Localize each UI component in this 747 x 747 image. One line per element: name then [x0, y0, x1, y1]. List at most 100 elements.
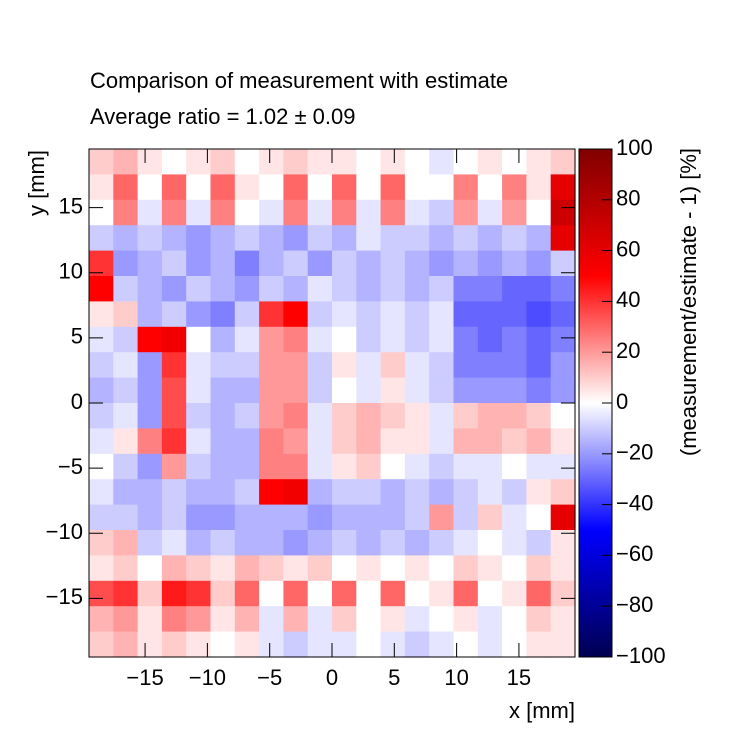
heatmap-cell	[356, 428, 382, 455]
heatmap-cell	[283, 174, 309, 201]
heatmap-cell	[332, 403, 357, 429]
heatmap-cell	[526, 149, 552, 175]
heatmap-cell	[186, 606, 212, 633]
heatmap-cell	[283, 199, 309, 226]
heatmap-cell	[307, 250, 333, 277]
heatmap-cell	[429, 428, 455, 455]
heatmap-cell	[186, 174, 212, 201]
heatmap-cell	[453, 276, 479, 302]
heatmap-cell	[161, 479, 187, 506]
heatmap-cell	[356, 555, 382, 582]
heatmap-cell	[404, 276, 430, 302]
heatmap-cell	[404, 453, 430, 480]
heatmap-cell	[210, 149, 236, 175]
heatmap-cell	[89, 606, 114, 633]
x-tick-label: −5	[257, 665, 282, 690]
heatmap-cell	[429, 199, 455, 226]
heatmap-cell	[453, 377, 479, 404]
heatmap-cell	[453, 225, 479, 252]
heatmap-cell	[380, 479, 406, 506]
heatmap-cell	[89, 504, 114, 531]
heatmap-cell	[234, 403, 260, 429]
heatmap-cell	[550, 479, 576, 506]
heatmap-cell	[477, 174, 503, 201]
heatmap-cell	[550, 428, 576, 455]
heatmap-cell	[283, 276, 309, 302]
heatmap-cell	[137, 301, 163, 328]
heatmap-cell	[234, 580, 260, 607]
heatmap-cell	[477, 453, 503, 480]
heatmap-cell	[380, 403, 406, 429]
heatmap-cell	[550, 504, 576, 531]
heatmap-cell	[404, 174, 430, 201]
heatmap-cell	[307, 453, 333, 480]
heatmap-cell	[113, 631, 139, 658]
heatmap-cell	[137, 428, 163, 455]
heatmap-cell	[453, 453, 479, 480]
heatmap-cell	[259, 428, 284, 455]
heatmap-cell	[356, 580, 382, 607]
heatmap-cell	[259, 403, 284, 429]
heatmap-cell	[210, 555, 236, 582]
heatmap-cell	[307, 428, 333, 455]
heatmap-cell	[526, 250, 552, 277]
heatmap-cell	[186, 377, 212, 404]
heatmap-cell	[550, 149, 576, 175]
heatmap-cell	[502, 606, 527, 633]
heatmap-cell	[234, 504, 260, 531]
heatmap-cell	[550, 276, 576, 302]
heatmap-cell	[234, 352, 260, 379]
heatmap-cell	[332, 631, 357, 658]
heatmap-cell	[89, 428, 114, 455]
heatmap-cell	[332, 174, 357, 201]
heatmap-cell	[113, 580, 139, 607]
heatmap-cell	[526, 276, 552, 302]
heatmap-cell	[259, 326, 284, 353]
heatmap-cell	[404, 580, 430, 607]
heatmap-cell	[380, 174, 406, 201]
heatmap-cell	[429, 250, 455, 277]
heatmap-cell	[113, 301, 139, 328]
heatmap-cell	[332, 326, 357, 353]
heatmap-cell	[429, 555, 455, 582]
heatmap-cell	[161, 326, 187, 353]
heatmap-cell	[89, 276, 114, 302]
heatmap-cell	[234, 276, 260, 302]
heatmap-cell	[210, 504, 236, 531]
heatmap-cell	[161, 580, 187, 607]
heatmap-cell	[526, 199, 552, 226]
heatmap-cell	[453, 174, 479, 201]
heatmap-cell	[89, 580, 114, 607]
heatmap-cell	[477, 479, 503, 506]
heatmap-cell	[429, 352, 455, 379]
heatmap-cell	[404, 326, 430, 353]
heatmap-cell	[113, 530, 139, 556]
heatmap-cell	[502, 403, 527, 429]
heatmap-cell	[259, 276, 284, 302]
heatmap-cell	[526, 301, 552, 328]
heatmap-cell	[307, 479, 333, 506]
heatmap-cell	[429, 377, 455, 404]
heatmap-cell	[550, 555, 576, 582]
heatmap-cell	[210, 580, 236, 607]
heatmap-cell	[259, 301, 284, 328]
y-axis-label: y [mm]	[24, 150, 49, 216]
heatmap-cell	[234, 301, 260, 328]
chart-title: Comparison of measurement with estimate	[90, 68, 508, 93]
colorbar-tick-label: 60	[616, 236, 640, 261]
heatmap-cell	[380, 530, 406, 556]
heatmap-cell	[89, 530, 114, 556]
heatmap-cell	[234, 199, 260, 226]
heatmap-cell	[356, 403, 382, 429]
heatmap-cell	[502, 504, 527, 531]
heatmap-cell	[137, 631, 163, 658]
heatmap-cell	[404, 504, 430, 531]
heatmap-cell	[307, 377, 333, 404]
heatmap-cell	[137, 276, 163, 302]
heatmap-cell	[429, 403, 455, 429]
heatmap-cell	[502, 225, 527, 252]
heatmap-cell	[259, 555, 284, 582]
heatmap-cell	[332, 225, 357, 252]
heatmap-cell	[210, 174, 236, 201]
heatmap-cell	[380, 504, 406, 531]
